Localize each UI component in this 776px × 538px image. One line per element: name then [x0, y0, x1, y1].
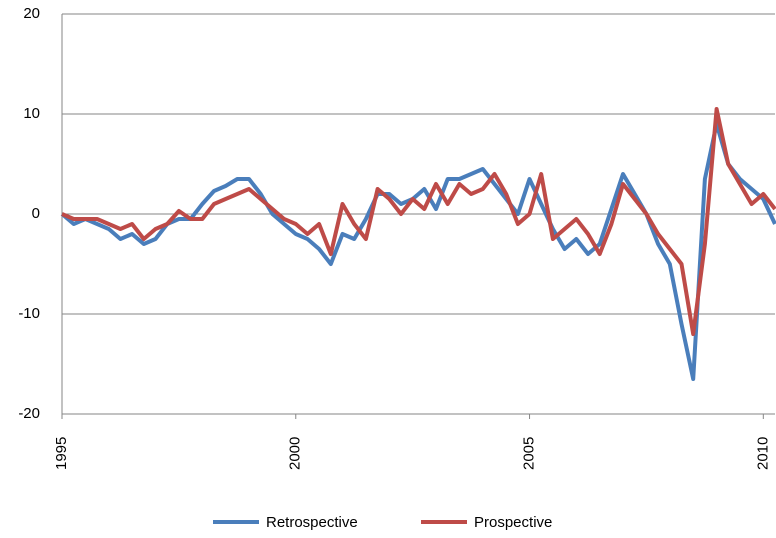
y-tick-label: 10: [23, 105, 40, 122]
series-line: [60, 122, 776, 381]
y-tick-label: 20: [23, 5, 40, 22]
x-tick-label: 2000: [287, 437, 304, 470]
y-tick-label: -20: [18, 405, 40, 422]
x-tick-label: 2010: [754, 437, 771, 470]
x-tick-label: 2005: [521, 437, 538, 470]
y-tick-label: 0: [32, 205, 40, 222]
legend-label: Prospective: [474, 514, 552, 531]
x-tick-label: 1995: [53, 437, 70, 470]
series-line: [61, 107, 776, 336]
y-tick-label: -10: [18, 305, 40, 322]
legend-label: Retrospective: [266, 514, 358, 531]
